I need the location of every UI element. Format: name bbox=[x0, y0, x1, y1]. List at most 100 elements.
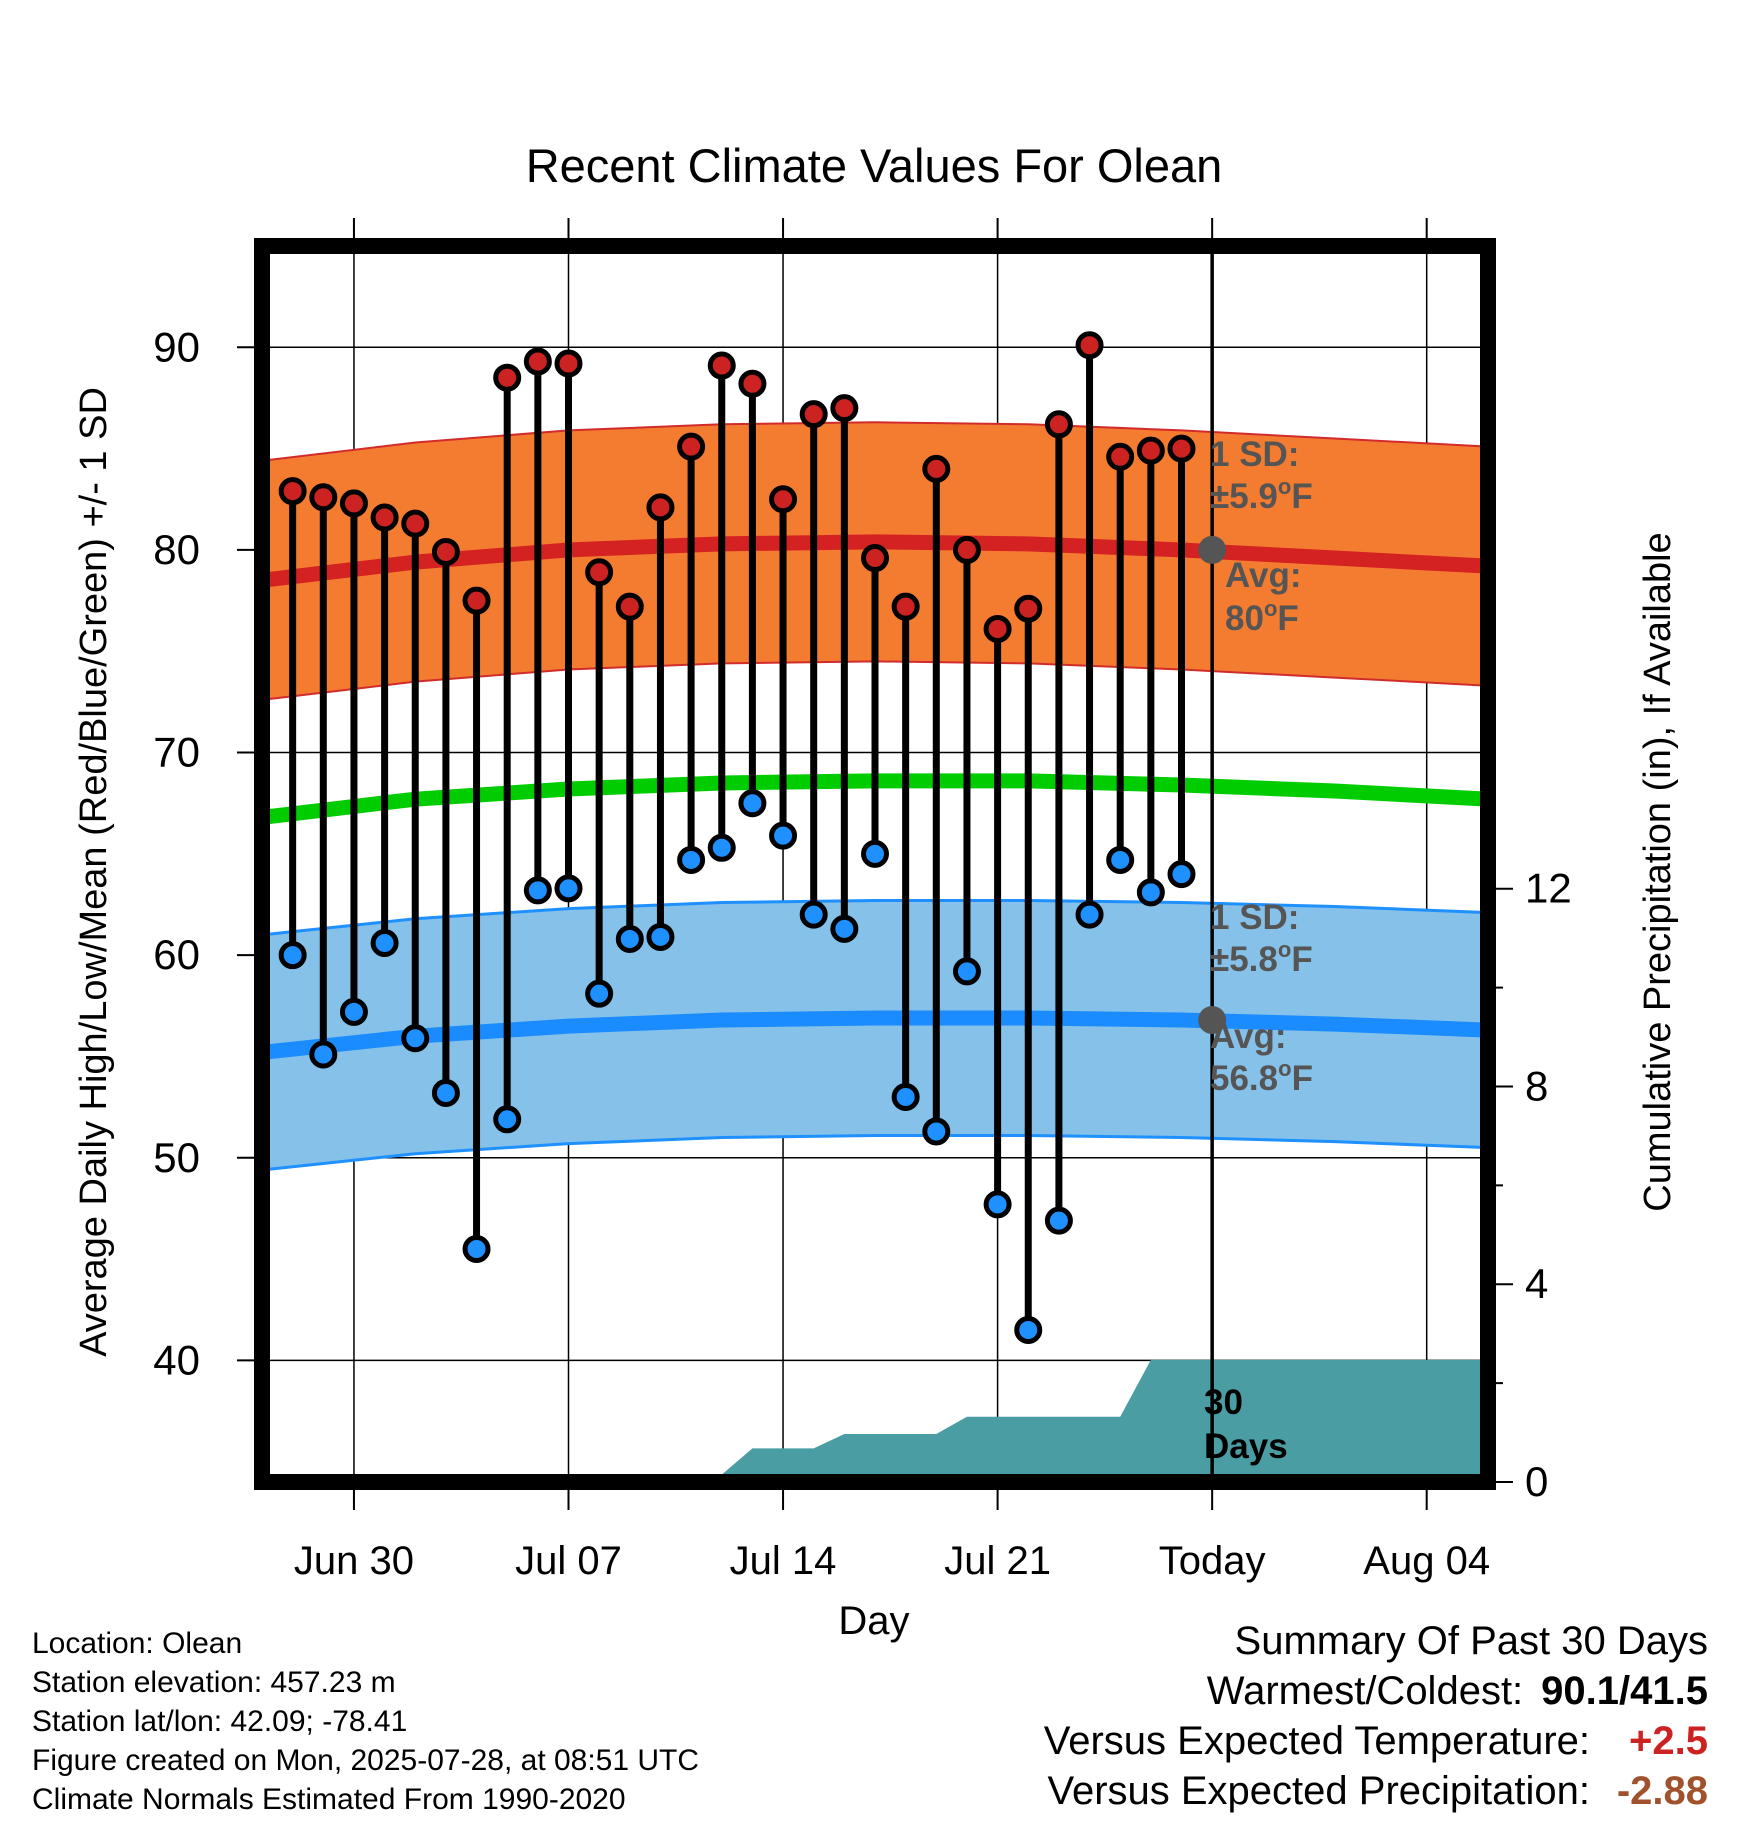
x-tick-label: Jul 07 bbox=[515, 1539, 622, 1583]
precipitation-area bbox=[262, 1359, 1488, 1482]
low-point bbox=[799, 900, 828, 929]
high-point bbox=[646, 493, 675, 522]
y-tick-label: 70 bbox=[153, 729, 200, 776]
y-tick-label: 50 bbox=[153, 1134, 200, 1181]
latlon-text: Station lat/lon: 42.09; -78.41 bbox=[32, 1705, 408, 1738]
low-avg-line bbox=[262, 1010, 1488, 1060]
low-point bbox=[769, 821, 798, 850]
elevation-text: Station elevation: 457.23 m bbox=[32, 1666, 396, 1699]
y2-tick-label: 4 bbox=[1525, 1260, 1548, 1307]
low-point bbox=[615, 924, 644, 953]
low-point bbox=[1075, 900, 1104, 929]
low-point bbox=[891, 1083, 920, 1112]
low-avg-label: Avg: bbox=[1210, 1017, 1286, 1056]
high-sd-upper-edge bbox=[262, 421, 1488, 462]
high-point bbox=[370, 503, 399, 532]
high-avg-value: 80oF bbox=[1225, 596, 1299, 638]
high-point bbox=[309, 483, 338, 512]
x-tick-label: Aug 04 bbox=[1363, 1539, 1490, 1583]
summary-warm-cold-row: Warmest/Coldest: 90.1/41.5 bbox=[1044, 1666, 1708, 1716]
location-text: Location: Olean bbox=[32, 1627, 243, 1660]
low-point bbox=[983, 1190, 1012, 1219]
low-sd-upper-edge bbox=[262, 898, 1488, 937]
precip-label: Versus Expected Precipitation: bbox=[1047, 1769, 1590, 1813]
low-point bbox=[523, 876, 552, 905]
high-point bbox=[1167, 434, 1196, 463]
high-point bbox=[677, 432, 706, 461]
high-point bbox=[1136, 436, 1165, 465]
low-point bbox=[1014, 1316, 1043, 1345]
y-tick-label: 80 bbox=[153, 526, 200, 573]
high-point bbox=[830, 394, 859, 423]
precip-value: -2.88 bbox=[1616, 1769, 1708, 1813]
x-tick-label: Jul 21 bbox=[944, 1539, 1051, 1583]
x-axis-label: Day bbox=[838, 1599, 909, 1643]
low-point bbox=[462, 1234, 491, 1263]
high-point bbox=[1075, 331, 1104, 360]
today-low-avg-marker bbox=[1198, 1006, 1227, 1035]
summary-title: Summary Of Past 30 Days bbox=[1234, 1619, 1708, 1663]
low-point bbox=[738, 789, 767, 818]
y2-tick-label: 0 bbox=[1525, 1458, 1548, 1505]
low-point bbox=[1044, 1206, 1073, 1235]
y2-axis-label: Cumulative Precipitation (in), If Availa… bbox=[1637, 532, 1679, 1211]
low-point bbox=[370, 929, 399, 958]
high-point bbox=[278, 477, 307, 506]
x-tick-label: Jun 30 bbox=[294, 1539, 414, 1583]
low-point bbox=[339, 997, 368, 1026]
y-axis-label: Average Daily High/Low/Mean (Red/Blue/Gr… bbox=[73, 387, 115, 1357]
low-point bbox=[952, 957, 981, 986]
high-avg-line bbox=[262, 534, 1488, 588]
x-tick-label: Jul 14 bbox=[730, 1539, 837, 1583]
low-point bbox=[922, 1117, 951, 1146]
high-point bbox=[983, 614, 1012, 643]
low-point bbox=[646, 922, 675, 951]
low-point bbox=[309, 1040, 338, 1069]
high-point bbox=[339, 489, 368, 518]
normals-text: Climate Normals Estimated From 1990-2020 bbox=[32, 1783, 626, 1816]
high-point bbox=[585, 558, 614, 587]
high-point bbox=[922, 454, 951, 483]
low-point bbox=[830, 914, 859, 943]
warm-cold-label: Warmest/Coldest: bbox=[1206, 1669, 1524, 1713]
temp-value: +2.5 bbox=[1629, 1719, 1708, 1763]
high-point bbox=[861, 544, 889, 573]
low-point bbox=[493, 1105, 522, 1134]
high-point bbox=[1014, 594, 1043, 623]
low-point bbox=[707, 833, 736, 862]
low-point bbox=[1136, 878, 1165, 907]
summary-precip-row: Versus Expected Precipitation: -2.88 bbox=[1044, 1766, 1708, 1816]
high-sd-value: ±5.9oF bbox=[1210, 474, 1313, 516]
high-point bbox=[952, 535, 981, 564]
high-sd-label: 1 SD: bbox=[1210, 435, 1299, 474]
low-point bbox=[585, 979, 614, 1008]
days-label-number: 30 bbox=[1204, 1383, 1243, 1422]
station-info: Location: Olean Station elevation: 457.2… bbox=[32, 1624, 699, 1819]
y-tick-label: 60 bbox=[153, 931, 200, 978]
temp-label: Versus Expected Temperature: bbox=[1043, 1719, 1590, 1763]
high-point bbox=[799, 400, 828, 429]
low-point bbox=[1106, 845, 1135, 874]
y-tick-label: 40 bbox=[153, 1336, 200, 1383]
summary-panel: Summary Of Past 30 Days Warmest/Coldest:… bbox=[1044, 1616, 1708, 1816]
high-point bbox=[769, 485, 798, 514]
low-point bbox=[554, 874, 583, 903]
high-point bbox=[401, 509, 430, 538]
high-point bbox=[493, 363, 522, 392]
low-avg-value: 56.8oF bbox=[1210, 1056, 1313, 1098]
high-point bbox=[431, 537, 460, 566]
low-sd-lower-edge bbox=[262, 1134, 1488, 1172]
chart-title: Recent Climate Values For Olean bbox=[526, 139, 1223, 192]
high-point bbox=[891, 592, 920, 621]
warm-cold-value: 90.1/41.5 bbox=[1541, 1669, 1708, 1713]
high-point bbox=[615, 592, 644, 621]
low-sd-value: ±5.8oF bbox=[1210, 937, 1313, 979]
y2-tick-label: 8 bbox=[1525, 1062, 1548, 1109]
high-point bbox=[1044, 410, 1073, 439]
low-sd-band bbox=[262, 900, 1488, 1170]
summary-temp-row: Versus Expected Temperature: +2.5 bbox=[1044, 1716, 1708, 1766]
y2-tick-label: 12 bbox=[1525, 865, 1572, 912]
low-point bbox=[401, 1024, 430, 1053]
